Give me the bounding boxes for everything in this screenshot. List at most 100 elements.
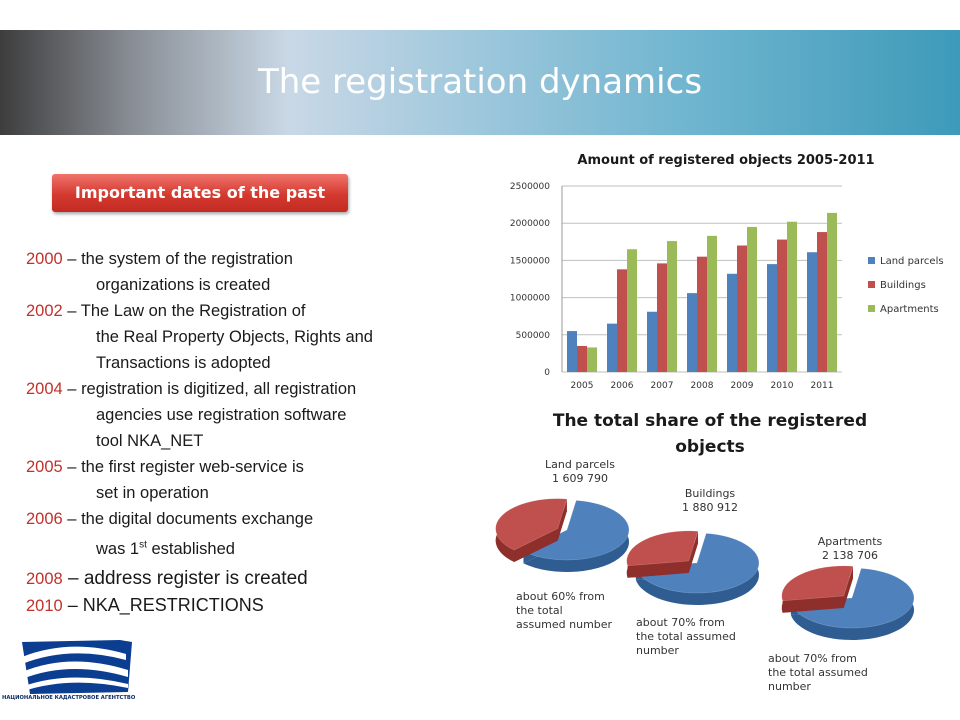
bar-buildings <box>737 245 747 372</box>
bar-buildings <box>617 269 627 372</box>
bar-buildings <box>577 345 587 372</box>
x-tick-label: 2010 <box>771 381 794 391</box>
timeline-text: – address register is created <box>62 568 308 589</box>
timeline-text: – the system of the registration <box>62 250 293 268</box>
timeline-text: – the first register web-service is <box>62 458 304 476</box>
timeline-year: 2010 <box>26 597 63 615</box>
bar-land-parcels <box>567 331 577 372</box>
x-tick-label: 2006 <box>611 381 634 391</box>
pie-slice-edge <box>843 566 853 608</box>
legend-swatch <box>868 305 875 312</box>
bar-land-parcels <box>727 273 737 372</box>
timeline-text: – NKA_RESTRICTIONS <box>62 595 264 615</box>
pie-label-buildings: Buildings 1 880 912 <box>682 487 738 514</box>
y-tick-label: 1500000 <box>510 256 550 266</box>
pie-slice-registered <box>790 568 915 629</box>
legend-label: Buildings <box>880 280 926 291</box>
bar-land-parcels <box>647 311 657 372</box>
pie-slice-remaining <box>626 530 699 567</box>
legend-swatch <box>868 257 875 264</box>
x-tick-label: 2009 <box>731 381 754 391</box>
timeline-item: 2006 – the digital documents exchange wa… <box>26 506 486 562</box>
timeline-text: – the digital documents exchange <box>62 510 314 528</box>
bar-apartments <box>587 347 597 372</box>
timeline-text-cont: was 1st established <box>96 539 235 558</box>
legend-label: Land parcels <box>880 256 944 267</box>
timeline-text-cont: set in operation <box>96 484 209 502</box>
pie-slice-edge <box>782 595 844 613</box>
pie-slice-registered <box>522 500 630 561</box>
logo-stripe <box>24 677 128 691</box>
bar-land-parcels <box>767 264 777 372</box>
timeline-text-cont: organizations is created <box>96 276 271 294</box>
bar-land-parcels <box>607 323 617 372</box>
pie-slice-edge <box>627 560 689 578</box>
pie-apartments <box>781 565 915 640</box>
x-tick-label: 2011 <box>811 381 834 391</box>
bar-land-parcels <box>807 252 817 372</box>
x-tick-label: 2007 <box>651 381 674 391</box>
timeline-item: 2005 – the first register web-service is… <box>26 454 486 506</box>
timeline-item: 2010 – NKA_RESTRICTIONS <box>26 592 486 619</box>
bar-buildings <box>817 232 827 372</box>
bar-apartments <box>627 249 637 372</box>
timeline-text-cont: tool NKA_NET <box>96 432 204 450</box>
pie-note-buildings: about 70% from the total assumed number <box>636 616 736 657</box>
timeline-year: 2004 <box>26 380 63 398</box>
pie-label-land: Land parcels 1 609 790 <box>545 458 615 485</box>
pie-buildings <box>626 530 760 605</box>
pie-note-apartments: about 70% from the total assumed number <box>768 652 868 693</box>
pie-slice-edge <box>514 528 558 563</box>
bar-chart-title: Amount of registered objects 2005-2011 <box>577 153 874 168</box>
y-tick-label: 1000000 <box>510 294 550 304</box>
nka-logo: НАЦИОНАЛЬНОЕ КАДАСТРОВОЕ АГЕНТСТВО <box>2 640 136 701</box>
legend-swatch <box>868 281 875 288</box>
y-tick-label: 2000000 <box>510 219 550 229</box>
pie-slice-edge <box>557 498 567 541</box>
pie-note-land: about 60% from the total assumed number <box>516 590 613 631</box>
timeline-year: 2006 <box>26 510 63 528</box>
timeline-item: 2000 – the system of the registration or… <box>26 246 486 298</box>
timeline-text: – registration is digitized, all registr… <box>62 380 357 398</box>
timeline-list: 2000 – the system of the registration or… <box>26 246 486 619</box>
pie-slice-edge <box>688 531 698 573</box>
timeline-text-cont: Transactions is adopted <box>96 354 271 372</box>
x-tick-label: 2005 <box>571 381 594 391</box>
y-tick-label: 2500000 <box>510 182 550 192</box>
bar-apartments <box>747 226 757 372</box>
timeline-item: 2002 – The Law on the Registration of th… <box>26 298 486 376</box>
bar-apartments <box>667 241 677 372</box>
header-banner <box>0 30 960 135</box>
pie-slice-remaining <box>495 498 568 551</box>
y-tick-label: 500000 <box>516 331 551 341</box>
bar-buildings <box>777 239 787 372</box>
timeline-text-cont: the Real Property Objects, Rights and <box>96 328 373 346</box>
timeline-year: 2008 <box>26 570 63 588</box>
bar-buildings <box>697 256 707 372</box>
pie-slice-remaining <box>781 565 854 602</box>
legend-label: Apartments <box>880 304 939 315</box>
pie-chart-title: The total share of the registered object… <box>552 411 868 457</box>
pie-land-parcels <box>495 498 630 572</box>
logo-stripe <box>22 646 126 664</box>
important-dates-button[interactable]: Important dates of the past <box>52 174 348 212</box>
timeline-item: 2008 – address register is created <box>26 566 486 592</box>
timeline-year: 2005 <box>26 458 63 476</box>
timeline-year: 2002 <box>26 302 63 320</box>
timeline-year: 2000 <box>26 250 63 268</box>
bar-chart: Amount of registered objects 2005-2011 0 5… <box>510 153 944 391</box>
logo-caption: НАЦИОНАЛЬНОЕ КАДАСТРОВОЕ АГЕНТСТВО <box>2 695 136 701</box>
pie-charts <box>495 498 915 640</box>
timeline-text: – The Law on the Registration of <box>62 302 306 320</box>
pie-label-apartments: Apartments 2 138 706 <box>817 535 883 562</box>
timeline-text-cont: agencies use registration software <box>96 406 347 424</box>
x-tick-label: 2008 <box>691 381 714 391</box>
bar-apartments <box>707 235 717 372</box>
y-tick-label: 0 <box>544 368 550 378</box>
bar-apartments <box>827 212 837 372</box>
pie-slice-registered <box>635 533 760 594</box>
logo-stripe <box>22 661 128 679</box>
timeline-item: 2004 – registration is digitized, all re… <box>26 376 486 454</box>
page-title: The registration dynamics <box>257 62 703 102</box>
bar-apartments <box>787 221 797 372</box>
